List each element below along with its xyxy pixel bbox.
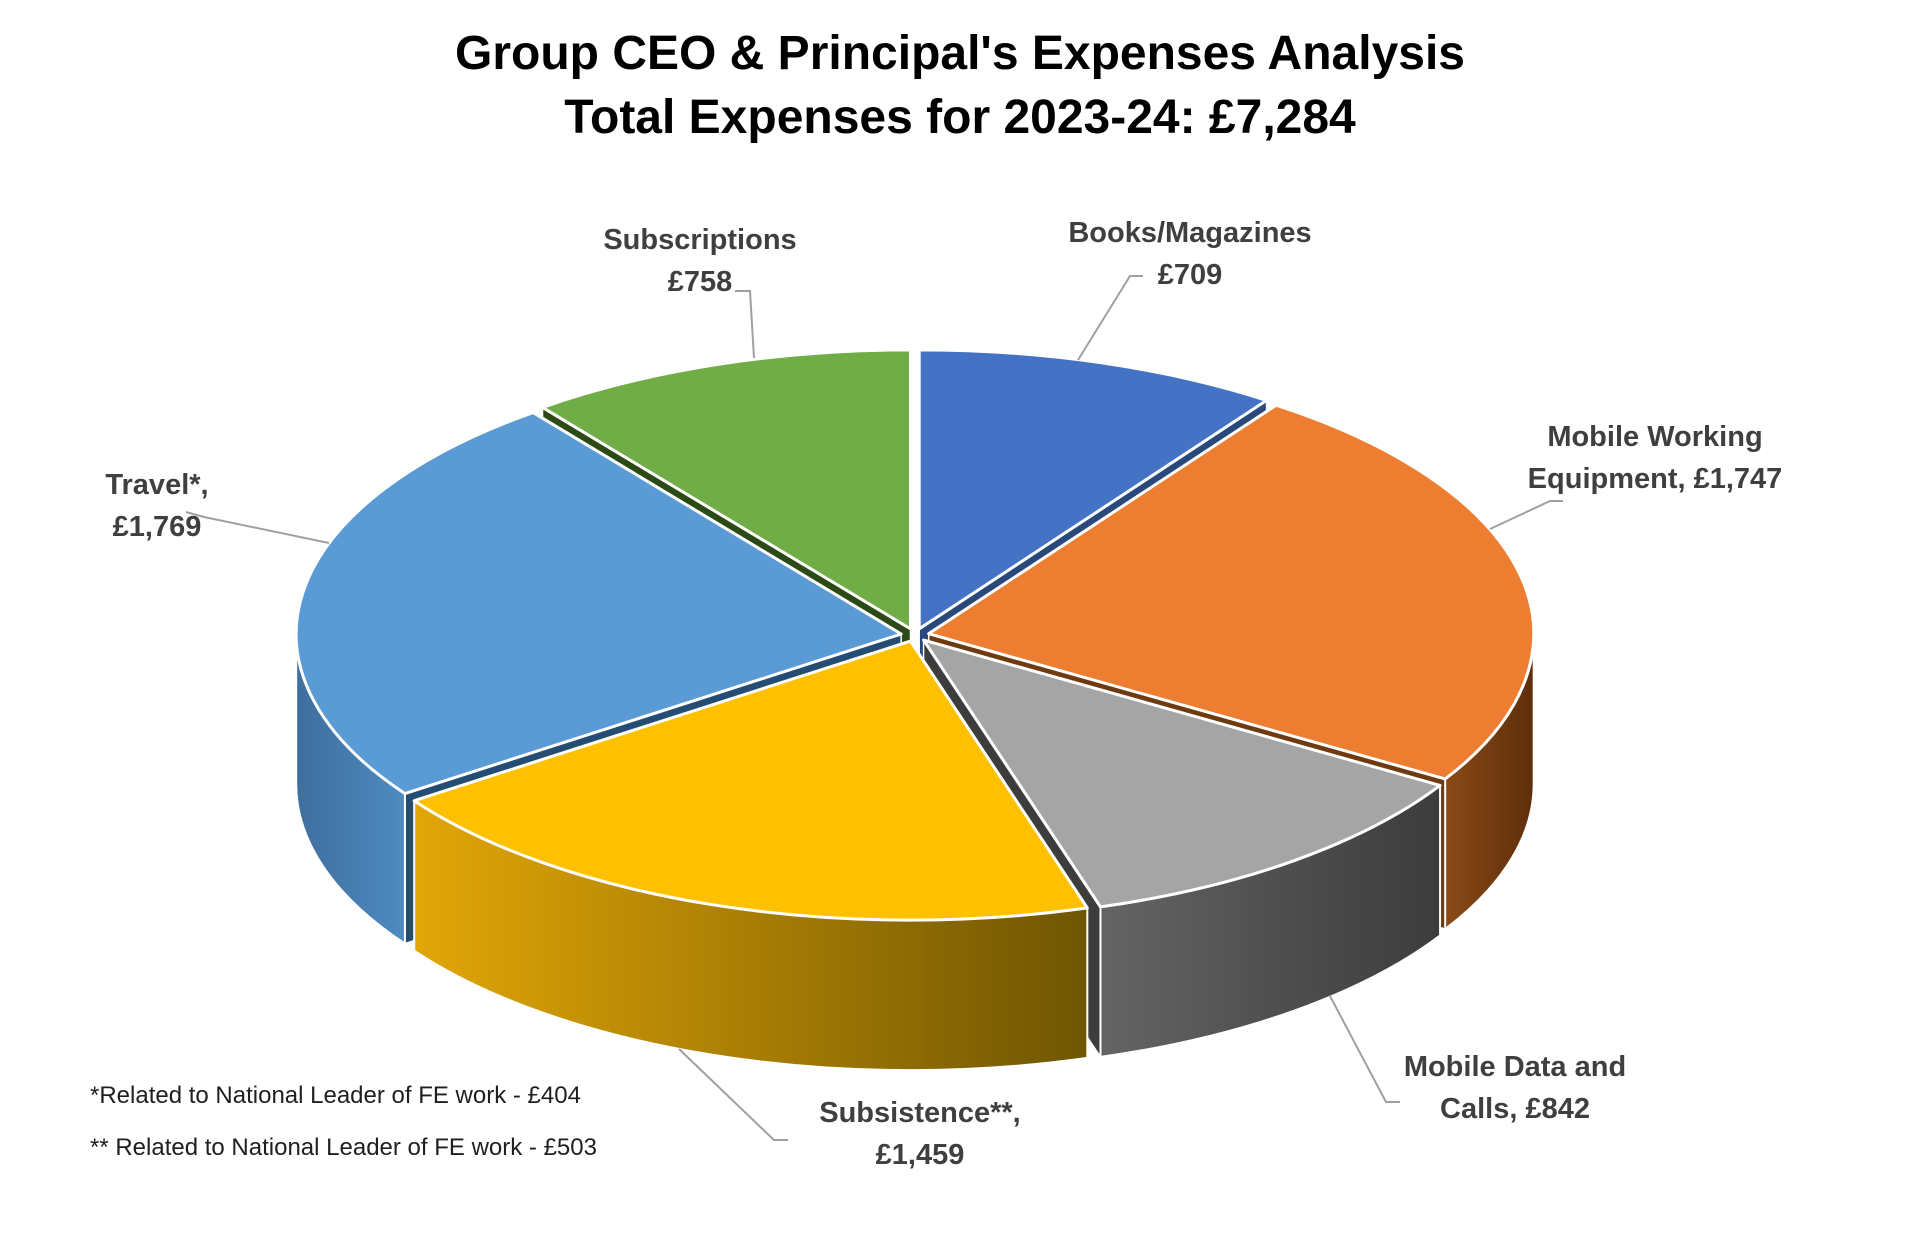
callout-books-magazines-line2: £709: [1157, 259, 1223, 291]
callout-subscriptions-line1: Subscriptions: [603, 224, 797, 256]
callout-mobile-working-equipment: Mobile Working Equipment, £1,747: [1490, 416, 1820, 500]
leader-line-mobile-working-equipment: [1489, 500, 1563, 530]
leader-line-mobile-data-and-calls: [1329, 995, 1400, 1103]
footnote-travel: *Related to National Leader of FE work -…: [90, 1082, 581, 1109]
callout-travel-line2: £1,769: [112, 511, 202, 543]
callout-subscriptions: Subscriptions £758: [545, 219, 855, 303]
callout-mobile-working-equipment-line2: Equipment, £1,747: [1527, 463, 1783, 495]
callout-mobile-data-and-calls-line2: Calls, £842: [1440, 1093, 1590, 1125]
callout-mobile-data-and-calls-line1: Mobile Data and: [1403, 1051, 1627, 1083]
leader-line-books-magazines: [1077, 275, 1143, 361]
callout-mobile-data-and-calls: Mobile Data and Calls, £842: [1360, 1046, 1670, 1130]
callout-books-magazines-line1: Books/Magazines: [1068, 217, 1312, 249]
pie-slice-subsistence[interactable]: [412, 639, 1089, 1072]
callout-subsistence: Subsistence**, £1,459: [765, 1092, 1075, 1176]
chart-title-line1: Group CEO & Principal's Expenses Analysi…: [455, 27, 1465, 80]
slice-top-face[interactable]: [412, 639, 1089, 922]
callout-subscriptions-line2: £758: [667, 266, 733, 298]
callout-subsistence-line1: Subsistence**,: [819, 1097, 1021, 1129]
callout-travel: Travel*, £1,769: [42, 464, 272, 548]
slice-top-face[interactable]: [922, 638, 1442, 909]
slice-top-face[interactable]: [541, 348, 912, 631]
leader-line-subscriptions: [735, 290, 755, 359]
slice-top-face[interactable]: [294, 411, 903, 796]
callout-subsistence-line2: £1,459: [875, 1139, 965, 1171]
leader-line-subsistence: [678, 1048, 788, 1141]
callout-mobile-working-equipment-line1: Mobile Working: [1547, 421, 1763, 453]
footnote-subsistence: ** Related to National Leader of FE work…: [90, 1134, 597, 1161]
chart-title-line2: Total Expenses for 2023-24: £7,284: [564, 91, 1356, 144]
leader-line-travel: [185, 511, 330, 544]
callout-travel-line1: Travel*,: [105, 469, 209, 501]
callout-books-magazines: Books/Magazines £709: [1030, 212, 1350, 296]
slice-top-face[interactable]: [917, 348, 1269, 631]
slice-top-face[interactable]: [927, 403, 1536, 781]
chart-title: Group CEO & Principal's Expenses Analysi…: [0, 22, 1920, 150]
